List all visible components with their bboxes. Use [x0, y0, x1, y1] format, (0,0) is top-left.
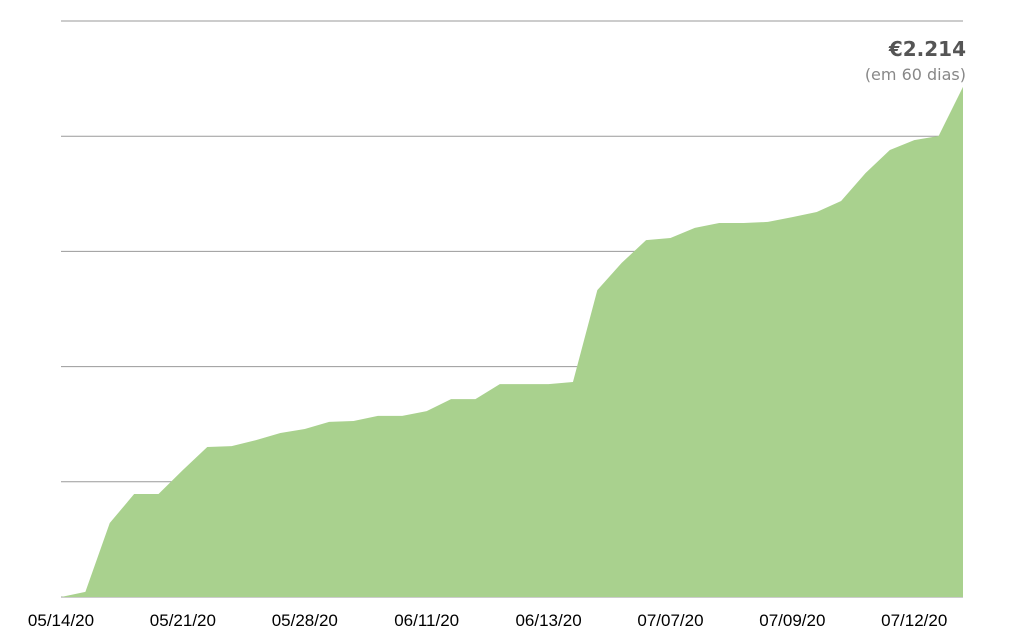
annotation-note: (em 60 dias) [865, 65, 966, 84]
x-tick-label: 07/09/20 [759, 611, 825, 630]
x-tick-label: 05/28/20 [272, 611, 338, 630]
annotation: €2.214 [888, 37, 966, 61]
x-tick-label: 07/12/20 [881, 611, 947, 630]
x-tick-label: 05/14/20 [28, 611, 94, 630]
x-tick-label: 05/21/20 [150, 611, 216, 630]
area [61, 86, 963, 597]
x-tick-label: 06/13/20 [515, 611, 581, 630]
x-tick-label: 06/11/20 [394, 611, 459, 630]
x-tick-label: 07/07/20 [637, 611, 703, 630]
